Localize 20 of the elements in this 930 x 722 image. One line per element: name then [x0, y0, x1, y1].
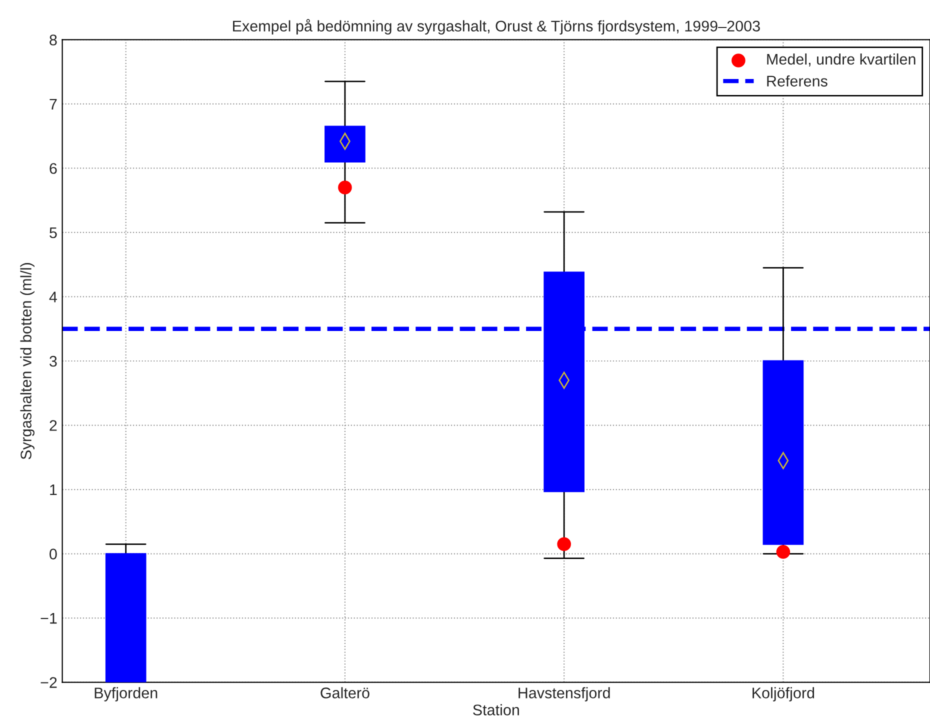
x-tick-label: Byfjorden — [94, 687, 158, 702]
y-tick-label: 8 — [50, 34, 57, 46]
x-tick-label: Havstensfjord — [518, 687, 610, 702]
legend-label: Referens — [767, 75, 828, 87]
y-axis-title: Syrgashalten vid botten (ml/l) — [20, 263, 34, 460]
x-tick-label: Galterö — [320, 687, 370, 698]
x-tick-label: Koljöfjord — [752, 687, 814, 702]
y-tick-label: 3 — [50, 356, 57, 367]
y-tick-label: 7 — [50, 98, 57, 110]
y-tick-label: 6 — [50, 163, 57, 174]
y-tick-label: −1 — [40, 613, 57, 624]
y-tick-label: 1 — [50, 484, 57, 496]
y-tick-label: 2 — [50, 420, 57, 431]
y-tick-label: 4 — [49, 292, 58, 302]
y-tick-label: 5 — [50, 228, 57, 238]
legend-label: Medel, undre kvartilen — [767, 53, 916, 66]
y-tick-label: −2 — [40, 677, 57, 688]
chart-title: Exempel på bedömning av syrgashalt, Orust & Tjörns fjordsystem, 1999–2003 — [233, 19, 760, 35]
x-axis-title: Station — [473, 704, 519, 716]
y-tick-label: 0 — [50, 548, 57, 560]
